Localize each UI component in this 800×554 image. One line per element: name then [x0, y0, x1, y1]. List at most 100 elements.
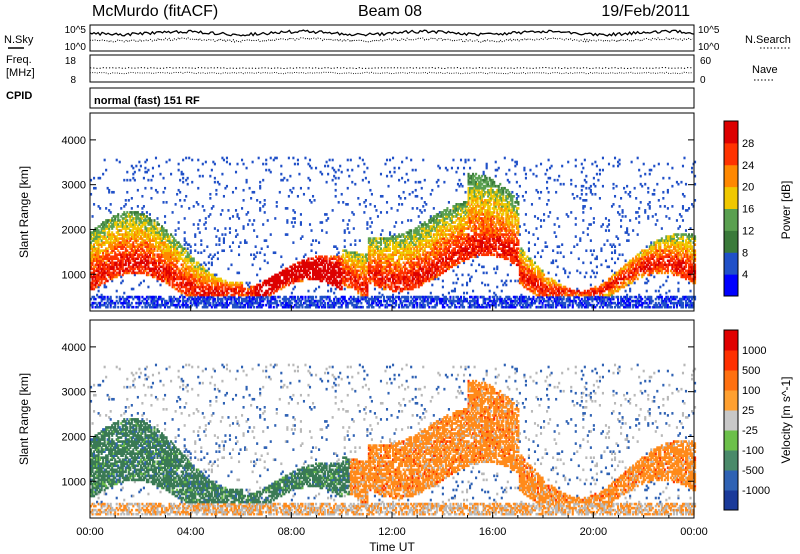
noise-tick-high-right: 10^5 [698, 25, 720, 36]
power-cell [438, 221, 441, 224]
power-cell [295, 305, 298, 309]
power-cell [136, 243, 139, 246]
power-cell [284, 279, 287, 283]
power-cell [108, 237, 111, 240]
power-cell [105, 223, 108, 226]
power-cell [173, 241, 176, 244]
power-cell [405, 245, 408, 248]
power-cell [296, 297, 299, 301]
power-cell [429, 251, 432, 255]
power-cell [112, 223, 115, 226]
power-cell [91, 285, 94, 289]
power-cell [327, 172, 330, 176]
power-cell [173, 247, 176, 251]
power-cell [352, 269, 355, 273]
power-cell [177, 299, 180, 303]
power-cell [133, 225, 136, 228]
power-cell [215, 287, 218, 291]
power-cell [129, 253, 132, 257]
power-cell [351, 301, 354, 305]
power-cell [142, 271, 145, 275]
power-cell [192, 205, 195, 208]
power-cell [425, 233, 428, 236]
power-cell [367, 277, 370, 281]
power-cell [354, 267, 357, 271]
power-cell [99, 277, 102, 281]
power-cell [426, 239, 429, 242]
power-cell [324, 301, 327, 305]
power-cell [431, 283, 434, 287]
power-cell [327, 277, 330, 281]
power-cell [121, 245, 124, 248]
power-cell [343, 269, 346, 273]
power-cell [115, 263, 118, 267]
power-cell [414, 243, 417, 246]
power-cell [333, 305, 336, 309]
power-cell [369, 251, 372, 255]
power-cell [183, 295, 186, 299]
power-cell [308, 265, 312, 269]
power-cell [293, 269, 296, 273]
power-cell [106, 239, 109, 242]
power-cell [188, 297, 191, 301]
power-cell [417, 295, 420, 299]
power-cell [416, 231, 419, 234]
power-cell [360, 297, 363, 301]
power-cell [218, 277, 221, 281]
power-cell [215, 283, 218, 287]
power-cell [411, 261, 414, 265]
power-cell [170, 299, 173, 303]
power-cell [245, 178, 248, 182]
power-cell [354, 277, 357, 281]
power-cell [299, 221, 302, 224]
power-cell [218, 182, 221, 186]
power-cell [97, 305, 100, 309]
power-cell [236, 301, 239, 305]
power-cell [410, 247, 413, 251]
power-cell [410, 255, 413, 259]
power-cell [156, 265, 159, 269]
power-cell [266, 281, 269, 285]
power-cell [395, 281, 398, 285]
power-cell [256, 283, 259, 287]
power-cell [150, 259, 153, 263]
power-cell [435, 221, 438, 224]
power-cell [215, 293, 218, 297]
power-cell [378, 259, 381, 263]
power-cell [395, 269, 398, 273]
power-cell [366, 265, 369, 269]
power-cell [94, 285, 97, 289]
power-cell [247, 295, 250, 299]
power-cell [336, 247, 339, 251]
power-cell [304, 156, 307, 160]
power-cell [272, 158, 275, 162]
power-cell [393, 241, 396, 244]
power-cell [180, 291, 183, 295]
power-cell [148, 229, 151, 232]
power-cell [213, 293, 216, 297]
power-cell [173, 245, 176, 248]
power-cell [266, 295, 269, 299]
power-cell [262, 178, 265, 182]
power-cell [121, 213, 124, 216]
power-cell [361, 267, 364, 271]
power-cell [352, 305, 355, 309]
power-cell [387, 285, 390, 289]
power-cell [390, 174, 393, 178]
power-cell [417, 279, 420, 283]
power-cell [417, 255, 420, 259]
power-cell [387, 297, 390, 301]
power-cell [138, 301, 141, 305]
power-cell [314, 303, 318, 307]
power-cell [417, 229, 420, 232]
power-cell [109, 211, 112, 214]
power-cell [179, 190, 182, 194]
power-cell [385, 255, 389, 259]
power-cell [162, 255, 165, 259]
power-cell [127, 215, 130, 218]
power-cell [162, 190, 165, 194]
beam-title: Beam 08 [358, 3, 422, 20]
power-cell [352, 271, 355, 275]
power-cell [112, 239, 115, 242]
power-cell [354, 255, 357, 259]
